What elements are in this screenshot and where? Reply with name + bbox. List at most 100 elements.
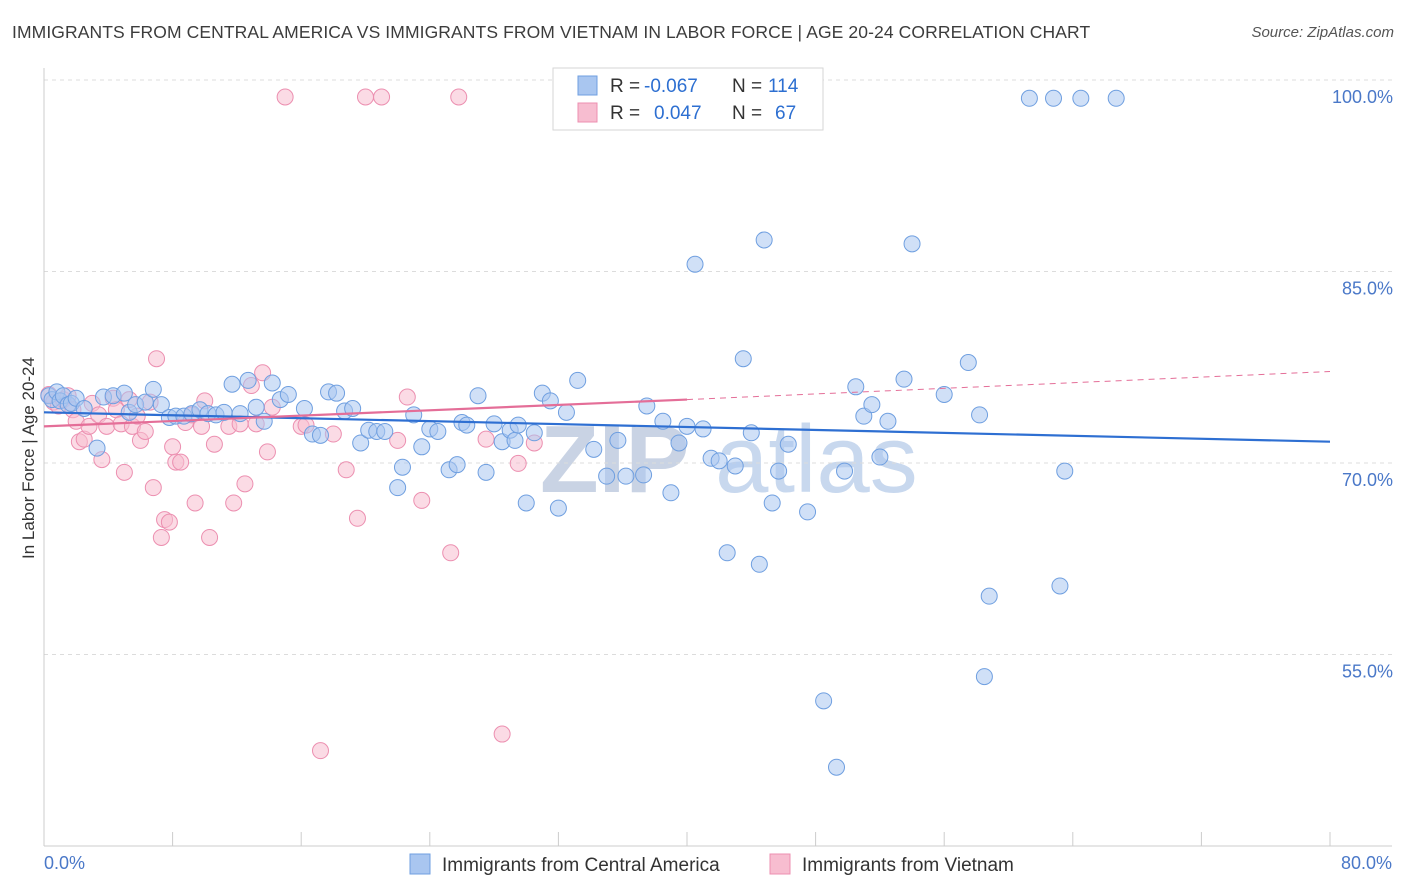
vietnam-point [389,431,407,449]
vietnam-point [164,438,182,456]
vietnam-point [136,422,154,440]
central-america-point [152,396,170,414]
vietnam-point [160,513,178,531]
x-tick-label-min: 0.0% [44,853,85,873]
y-tick-label: 100.0% [1332,87,1393,107]
vietnam-point [493,725,511,743]
central-america-point [1020,89,1038,107]
central-america-point [763,494,781,512]
x-axis-ticks [43,832,1331,846]
central-america-point [557,403,575,421]
legend-r-value-1: -0.067 [644,76,698,97]
central-america-point [617,467,635,485]
vietnam-point [509,454,527,472]
central-america-point [975,668,993,686]
central-america-point [1045,89,1063,107]
central-america-point [635,466,653,484]
central-america-point [827,758,845,776]
y-tick-label: 85.0% [1342,279,1393,299]
central-america-point [549,499,567,517]
central-america-point [458,416,476,434]
central-america-point [509,416,527,434]
central-america-point [726,457,744,475]
central-america-point [971,406,989,424]
series-central-america-points [40,89,1125,776]
central-america-point [879,412,897,430]
series-legend: Immigrants from Central America Immigran… [409,853,1014,876]
central-america-point [815,692,833,710]
central-america-point [144,380,162,398]
bottom-legend-swatch-vietnam [769,853,791,875]
vietnam-point [357,88,374,106]
x-tick-label-max: 80.0% [1341,853,1392,873]
vietnam-point [186,494,204,512]
y-tick-label: 70.0% [1342,470,1393,490]
central-america-point [710,452,728,470]
central-america-point [959,354,977,372]
vietnam-point [413,491,431,509]
y-tick-label: 55.0% [1342,662,1393,682]
central-america-point [935,385,953,403]
legend-r-value-2: 0.047 [654,103,702,124]
central-america-point [525,424,543,442]
legend-n-value-2: 67 [775,103,796,124]
central-america-point [517,494,535,512]
central-america-point [654,412,672,430]
central-america-point [598,467,616,485]
central-america-point [389,479,407,497]
legend-r-label-2: R = [610,103,640,124]
central-america-point [279,385,297,403]
correlation-legend: R = -0.067 N = 114 R = 0.047 N = 67 [552,67,824,131]
central-america-point [429,422,447,440]
vietnam-point [172,453,190,471]
vietnam-point [80,417,98,435]
vietnam-point [90,406,108,424]
bottom-legend-label-vietnam: Immigrants from Vietnam [802,855,1014,876]
central-america-point [1072,89,1090,107]
vietnam-point [477,430,495,448]
central-america-point [662,484,680,502]
central-america-point [1056,462,1074,480]
vietnam-point [450,88,468,106]
vietnam-point [236,475,254,493]
bottom-legend-label-central-america: Immigrants from Central America [442,855,720,876]
vietnam-point [258,443,276,461]
trend-line-vietnam [43,398,688,428]
central-america-point [1051,577,1069,595]
vietnam-point [225,494,243,512]
legend-n-label-2: N = [732,103,762,124]
central-america-point [295,400,313,418]
central-america-point [980,587,998,605]
vietnam-point [348,509,366,527]
central-america-point [836,462,854,480]
central-america-point [393,458,411,476]
source-credit: Source: ZipAtlas.com [1251,24,1394,41]
vietnam-point [201,528,219,546]
vietnam-point [148,350,166,368]
gridlines [44,79,1392,655]
central-america-point [376,422,394,440]
legend-n-value-1: 114 [768,76,799,97]
central-america-point [585,440,603,458]
central-america-point [799,503,817,521]
vietnam-point [442,544,460,562]
vietnam-point [144,479,162,497]
central-america-point [469,387,487,405]
central-america-point [694,420,712,438]
legend-swatch-central-america [577,75,598,96]
vietnam-point [311,742,329,760]
y-axis-title: In Labor Force | Age 20-24 [19,357,38,559]
central-america-point [903,235,921,253]
central-america-point [88,439,106,457]
central-america-point [413,438,431,456]
central-america-point [247,398,265,416]
central-america-point [569,371,587,389]
trend-line-vietnam-extrapolated [686,370,1331,401]
central-america-point [755,231,773,249]
central-america-point [855,407,873,425]
central-america-point [670,434,688,452]
vietnam-point [98,417,116,435]
legend-swatch-vietnam [577,102,598,123]
chart-title: IMMIGRANTS FROM CENTRAL AMERICA VS IMMIG… [12,22,1091,42]
